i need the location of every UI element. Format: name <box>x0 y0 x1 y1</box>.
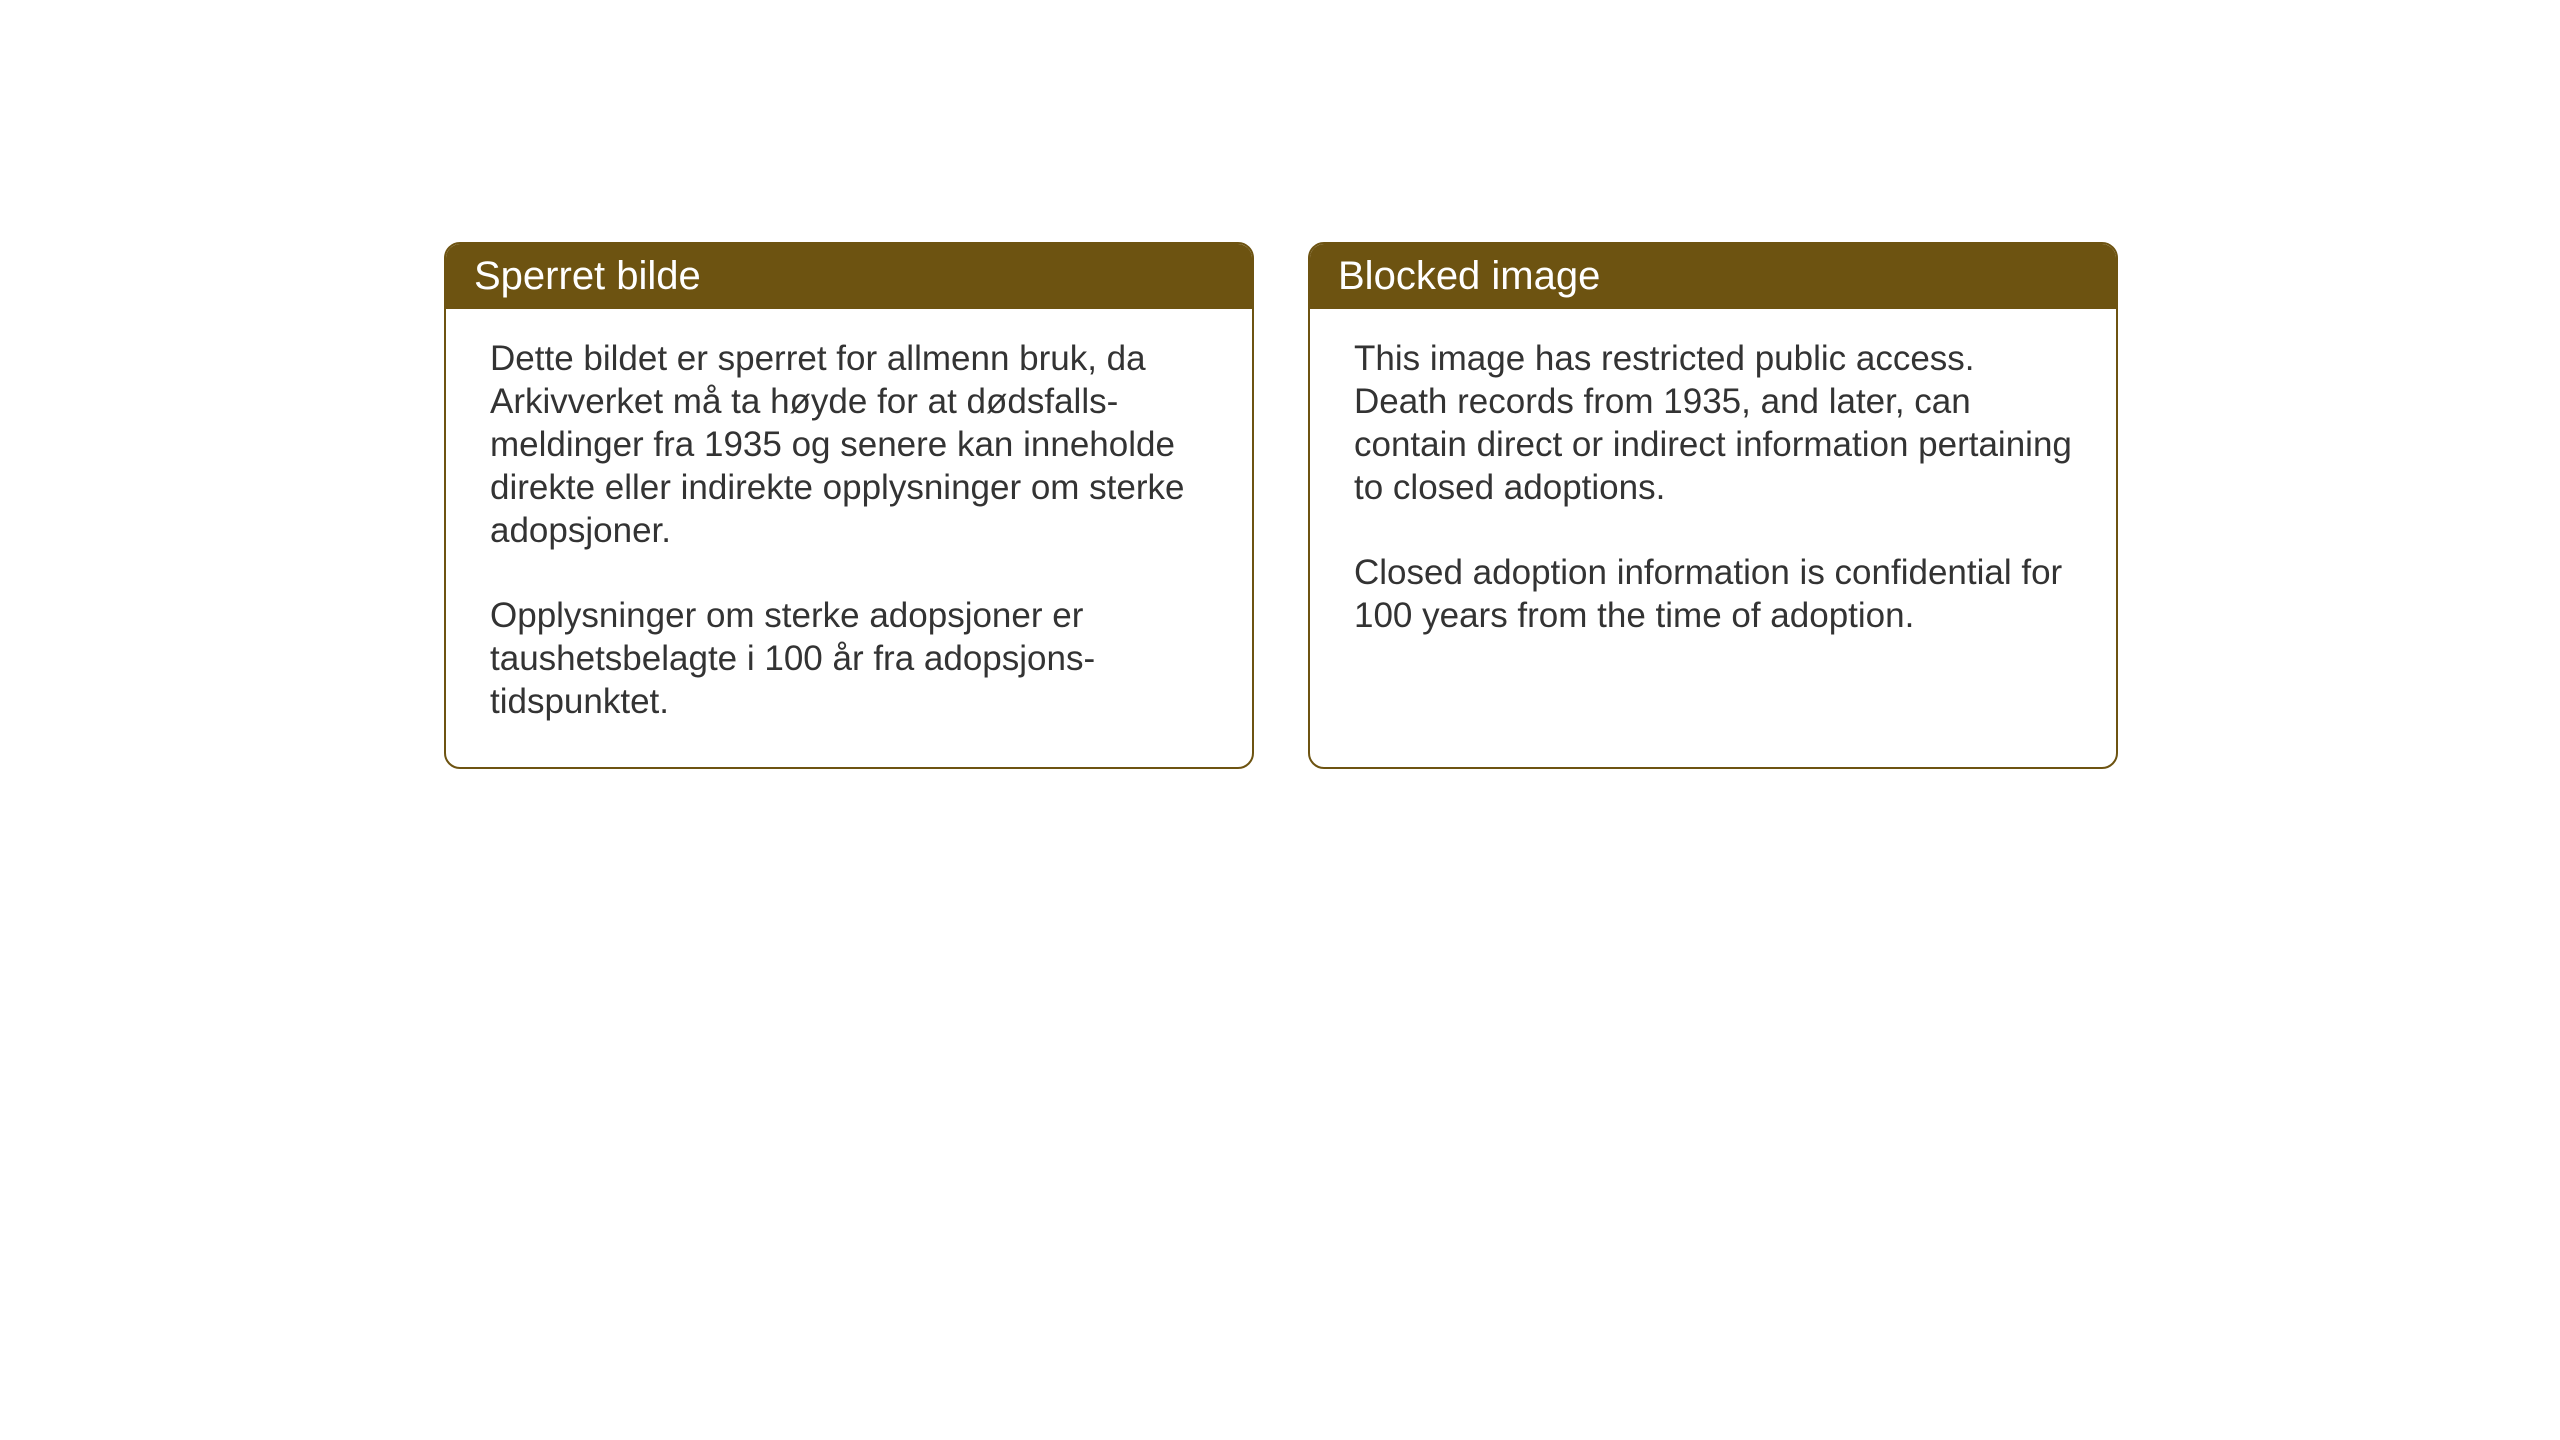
notice-card-english: Blocked image This image has restricted … <box>1308 242 2118 769</box>
card-body: This image has restricted public access.… <box>1310 309 2116 681</box>
card-paragraph-1: Dette bildet er sperret for allmenn bruk… <box>490 337 1208 552</box>
card-header: Blocked image <box>1310 244 2116 309</box>
notice-card-norwegian: Sperret bilde Dette bildet er sperret fo… <box>444 242 1254 769</box>
card-header: Sperret bilde <box>446 244 1252 309</box>
card-body: Dette bildet er sperret for allmenn bruk… <box>446 309 1252 767</box>
card-title: Sperret bilde <box>474 254 701 298</box>
card-title: Blocked image <box>1338 254 1600 298</box>
card-paragraph-1: This image has restricted public access.… <box>1354 337 2072 509</box>
card-paragraph-2: Closed adoption information is confident… <box>1354 551 2072 637</box>
card-paragraph-2: Opplysninger om sterke adopsjoner er tau… <box>490 594 1208 723</box>
notice-container: Sperret bilde Dette bildet er sperret fo… <box>444 242 2118 769</box>
